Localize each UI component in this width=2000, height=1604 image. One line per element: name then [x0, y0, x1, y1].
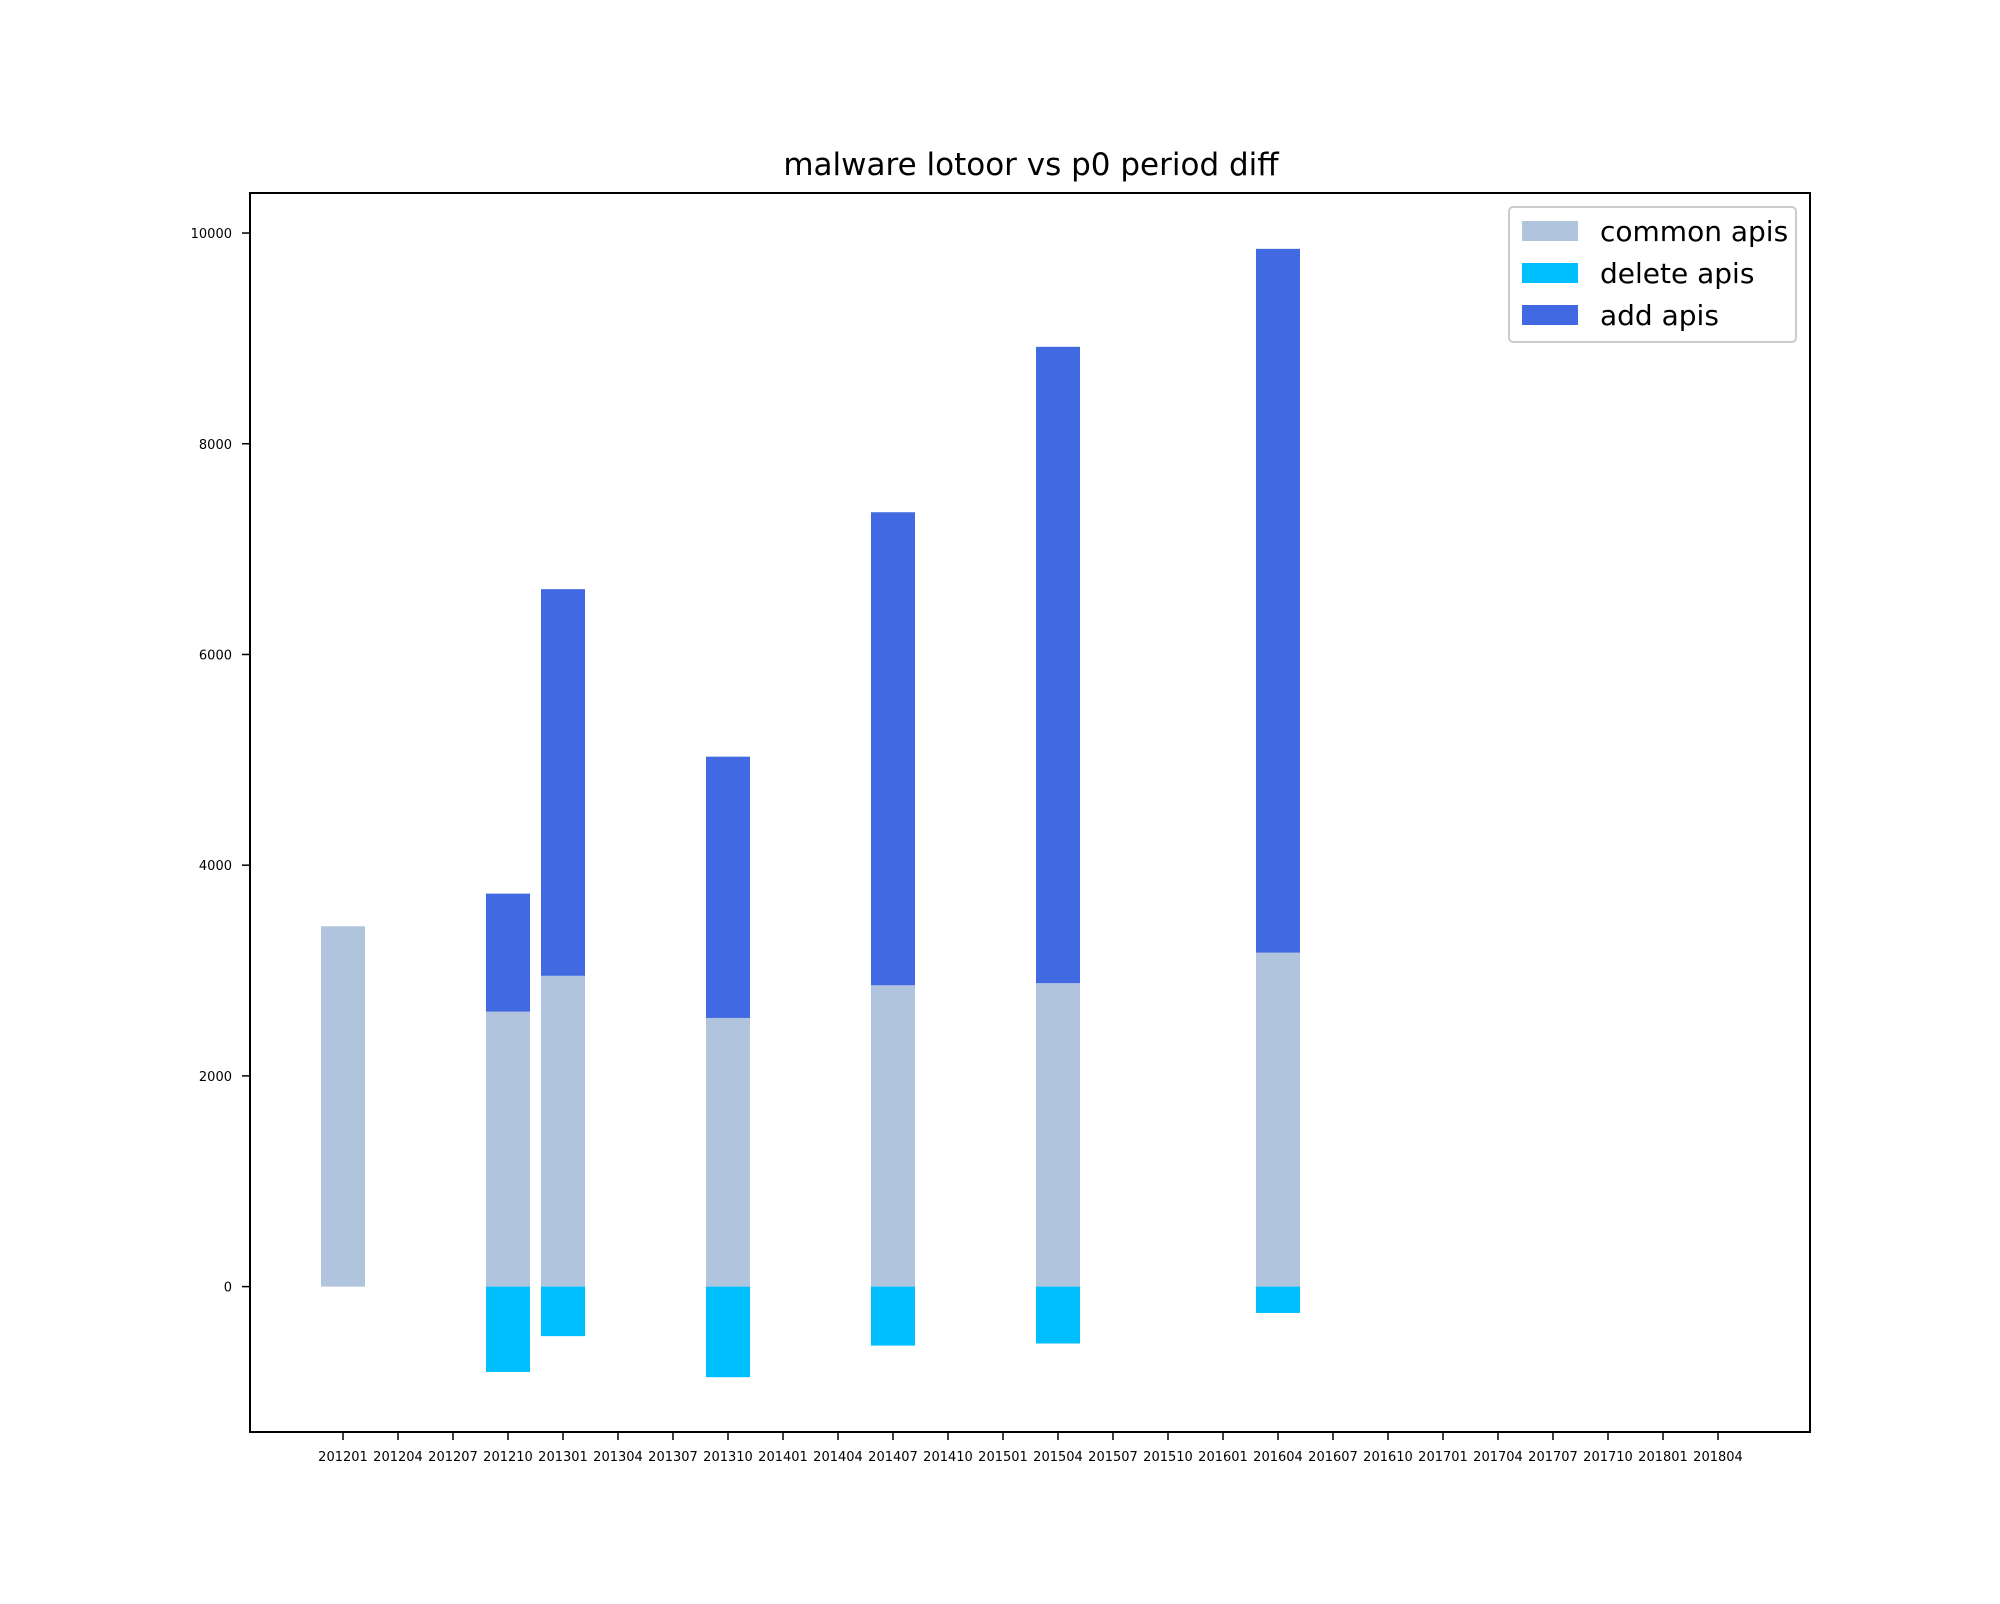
y-tick-label: 4000: [199, 859, 232, 874]
x-tick-label: 201607: [1308, 1450, 1358, 1465]
x-tick-label: 201707: [1528, 1450, 1578, 1465]
x-tick-label: 201804: [1693, 1450, 1743, 1465]
legend-label: add apis: [1600, 299, 1719, 332]
x-tick-label: 201601: [1198, 1450, 1248, 1465]
bar-common-apis-201301: [541, 975, 585, 1287]
x-tick-label: 201704: [1473, 1450, 1523, 1465]
x-tick-label: 201304: [593, 1450, 643, 1465]
bar-add-apis-201604: [1256, 248, 1300, 953]
x-tick-label: 201504: [1033, 1450, 1083, 1465]
legend-swatch: [1522, 305, 1578, 325]
bar-common-apis-201407: [871, 985, 915, 1287]
x-tick-label: 201610: [1363, 1450, 1413, 1465]
x-tick-label: 201701: [1418, 1450, 1468, 1465]
x-tick-label: 201401: [758, 1450, 808, 1465]
x-tick-label: 201404: [813, 1450, 863, 1465]
bar-delete-apis-201301: [541, 1286, 585, 1337]
bar-add-apis-201504: [1036, 346, 1080, 984]
legend-swatch: [1522, 263, 1578, 283]
y-axis: 0 2000 4000 6000 8000 10000: [191, 227, 250, 1296]
x-tick-label: 201407: [868, 1450, 918, 1465]
x-tick-label: 201710: [1583, 1450, 1633, 1465]
y-tick-label: 0: [224, 1281, 232, 1296]
legend-box: [1508, 206, 1797, 343]
bar-delete-apis-201310: [706, 1286, 750, 1378]
y-tick-label: 8000: [199, 438, 232, 453]
bar-add-apis-201301: [541, 589, 585, 976]
bar-delete-apis-201504: [1036, 1286, 1080, 1344]
x-tick-label: 201204: [373, 1450, 423, 1465]
bar-common-apis-201504: [1036, 983, 1080, 1287]
y-tick-label: 6000: [199, 648, 232, 663]
x-tick-label: 201801: [1638, 1450, 1688, 1465]
legend-label: delete apis: [1600, 257, 1754, 290]
bar-common-apis-201201: [321, 926, 365, 1287]
x-tick-label: 201201: [318, 1450, 368, 1465]
x-tick-label: 201604: [1253, 1450, 1303, 1465]
x-tick-label: 201207: [428, 1450, 478, 1465]
x-tick-label: 201310: [703, 1450, 753, 1465]
x-tick-label: 201301: [538, 1450, 588, 1465]
x-tick-label: 201501: [978, 1450, 1028, 1465]
bar-add-apis-201210: [486, 893, 530, 1012]
legend: common apis delete apis add apis: [1508, 206, 1797, 343]
bar-add-apis-201310: [706, 756, 750, 1018]
legend-label: common apis: [1600, 215, 1788, 248]
x-tick-label: 201307: [648, 1450, 698, 1465]
bar-common-apis-201310: [706, 1017, 750, 1287]
legend-swatch: [1522, 221, 1578, 241]
y-tick-label: 2000: [199, 1070, 232, 1085]
x-tick-label: 201410: [923, 1450, 973, 1465]
y-tick-label: 10000: [191, 227, 232, 242]
bar-delete-apis-201210: [486, 1286, 530, 1372]
x-tick-label: 201507: [1088, 1450, 1138, 1465]
x-tick-label: 201510: [1143, 1450, 1193, 1465]
bar-common-apis-201604: [1256, 952, 1300, 1287]
bar-common-apis-201210: [486, 1011, 530, 1287]
bar-delete-apis-201407: [871, 1286, 915, 1346]
chart-title: malware lotoor vs p0 period diff: [783, 147, 1279, 183]
x-tick-label: 201210: [483, 1450, 533, 1465]
x-axis: 201201 201204 201207 201210 201301 201304 2013…: [318, 1432, 1743, 1465]
plot-frame: [249, 192, 1811, 1433]
bar-delete-apis-201604: [1256, 1286, 1300, 1313]
bars-layer: [321, 248, 1300, 1378]
bar-add-apis-201407: [871, 512, 915, 986]
